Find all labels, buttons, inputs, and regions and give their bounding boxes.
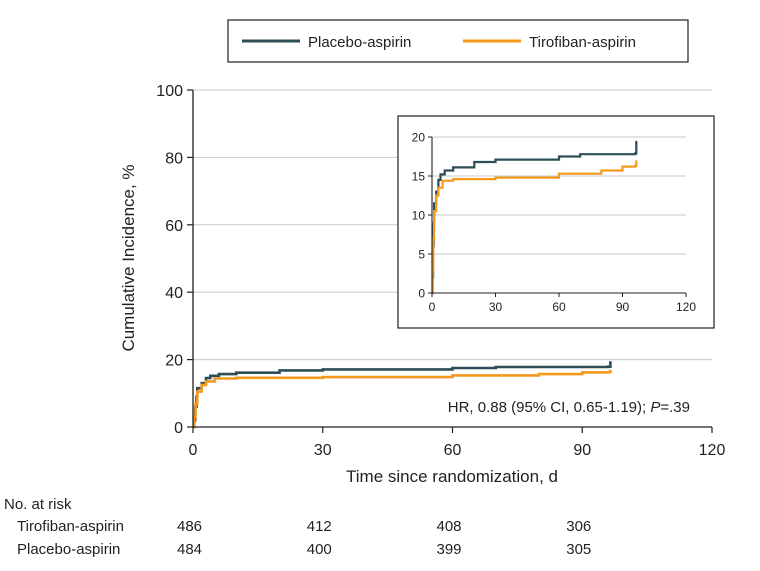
risk-value: 412: [306, 518, 332, 535]
inset-x-tick-label: 0: [429, 300, 436, 314]
inset-tirofiban-aspirin-curve: [431, 160, 638, 295]
hr-annotation: HR, 0.88 (95% CI, 0.65-1.19); P=.39: [448, 399, 690, 416]
inset-x-tick-label: 120: [676, 300, 696, 314]
inset-frame: [397, 115, 715, 329]
inset-y-tick-label: 15: [412, 170, 426, 184]
legend: Placebo-aspirin Tirofiban-aspirin: [227, 19, 689, 63]
hr-annotation-p-label: P: [650, 399, 660, 416]
main-y-tick-label: 20: [165, 353, 183, 370]
main-x-tick-label: 120: [699, 442, 726, 459]
risk-value: 408: [436, 518, 462, 535]
risk-table-title: No. at risk: [4, 496, 72, 513]
x-axis-label: Time since randomization, d: [346, 467, 558, 486]
tirofiban-aspirin-curve: [193, 369, 612, 429]
inset-x-tick-label: 90: [616, 300, 630, 314]
risk-value: 399: [436, 541, 462, 558]
main-y-tick-label: 40: [165, 285, 183, 302]
main-y-tick-label: 100: [156, 83, 183, 100]
legend-label-tirofiban: Tirofiban-aspirin: [529, 34, 636, 51]
inset-x-tick-label: 60: [552, 300, 566, 314]
main-y-tick-label: 0: [174, 420, 183, 437]
inset-x-tick-label: 30: [489, 300, 503, 314]
inset-y-tick-label: 5: [418, 248, 425, 262]
placebo-aspirin-curve: [193, 361, 612, 429]
risk-value: 484: [177, 541, 203, 558]
risk-value: 306: [566, 518, 592, 535]
main-x-tick-label: 90: [573, 442, 591, 459]
risk-row-label-tirofiban: Tirofiban-aspirin: [17, 518, 124, 535]
legend-label-placebo: Placebo-aspirin: [308, 34, 411, 51]
main-y-tick-label: 60: [165, 218, 183, 235]
risk-value: 400: [306, 541, 332, 558]
y-axis-label: Cumulative Incidence, %: [119, 164, 138, 351]
main-series-group: [193, 361, 612, 429]
risk-value: 305: [566, 541, 592, 558]
main-x-tick-label: 0: [189, 442, 198, 459]
main-x-tick-label: 60: [444, 442, 462, 459]
inset-y-tick-label: 20: [412, 131, 426, 145]
risk-value: 486: [177, 518, 203, 535]
inset-y-tick-label: 0: [418, 287, 425, 301]
inset-series-group: [431, 140, 638, 295]
inset-axes: 0 5 10 15 20 0 30 60 90 120: [412, 131, 697, 315]
main-x-tick-label: 30: [314, 442, 332, 459]
hr-annotation-prefix: HR, 0.88 (95% CI, 0.65-1.19);: [448, 399, 651, 416]
legend-box: [227, 19, 689, 63]
risk-row-label-placebo: Placebo-aspirin: [17, 541, 121, 558]
hr-annotation-p-value: =.39: [660, 399, 690, 416]
main-y-tick-label: 80: [165, 150, 183, 167]
inset-y-tick-label: 10: [412, 209, 426, 223]
